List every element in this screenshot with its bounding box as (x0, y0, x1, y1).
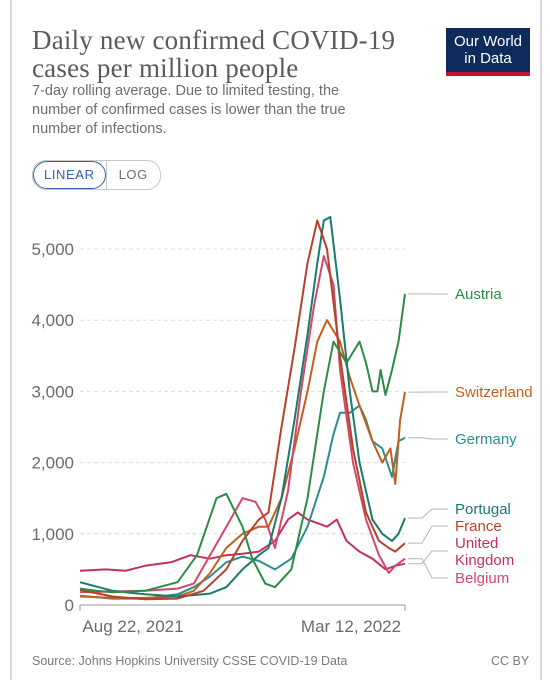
license-link[interactable]: CC BY (491, 654, 530, 668)
source-note[interactable]: Source: Johns Hopkins University CSSE CO… (32, 654, 348, 668)
linear-scale-button[interactable]: LINEAR (33, 161, 106, 189)
series-line-france (79, 219, 406, 601)
label-connector (408, 558, 448, 579)
series-end-label: Germany (455, 431, 517, 448)
y-tick-label: 3,000 (31, 382, 74, 401)
series-end-label: United (455, 535, 498, 552)
series-line-germany (79, 404, 406, 600)
y-tick-label: 0 (65, 596, 74, 615)
y-tick-label: 1,000 (31, 525, 74, 544)
series-line-portugal (79, 216, 406, 598)
series-line-austria (79, 293, 406, 594)
logo-line-1: Our World (453, 33, 523, 50)
chart-subtitle: 7-day rolling average. Due to limited te… (32, 83, 346, 137)
x-tick-label: Mar 12, 2022 (301, 617, 401, 636)
series-end-label: Switzerland (455, 384, 533, 401)
series-end-label: Kingdom (455, 552, 514, 569)
y-tick-label: 5,000 (31, 240, 74, 259)
owid-logo[interactable]: Our World in Data (446, 28, 530, 76)
left-border (10, 0, 12, 680)
chart-title: Daily new confirmed COVID-19 cases per m… (32, 25, 396, 83)
series-end-label: France (455, 518, 502, 535)
series-line-switzerland (79, 319, 406, 599)
y-tick-label: 4,000 (31, 311, 74, 330)
scale-toggle: LINEAR LOG (32, 160, 161, 190)
series-line-united-kingdom (79, 511, 406, 572)
label-connector (408, 437, 448, 440)
logo-line-2: in Data (464, 50, 512, 67)
series-end-label: Portugal (455, 501, 511, 518)
series-end-label: Austria (455, 286, 502, 303)
right-border (540, 0, 542, 680)
series-line-belgium (79, 255, 406, 594)
label-connector (408, 525, 448, 544)
x-tick-label: Aug 22, 2021 (82, 617, 183, 636)
series-end-label: Belgium (455, 570, 509, 587)
label-connector (408, 550, 448, 565)
y-tick-label: 2,000 (31, 454, 74, 473)
label-connector (408, 508, 448, 519)
log-scale-button[interactable]: LOG (105, 161, 160, 189)
